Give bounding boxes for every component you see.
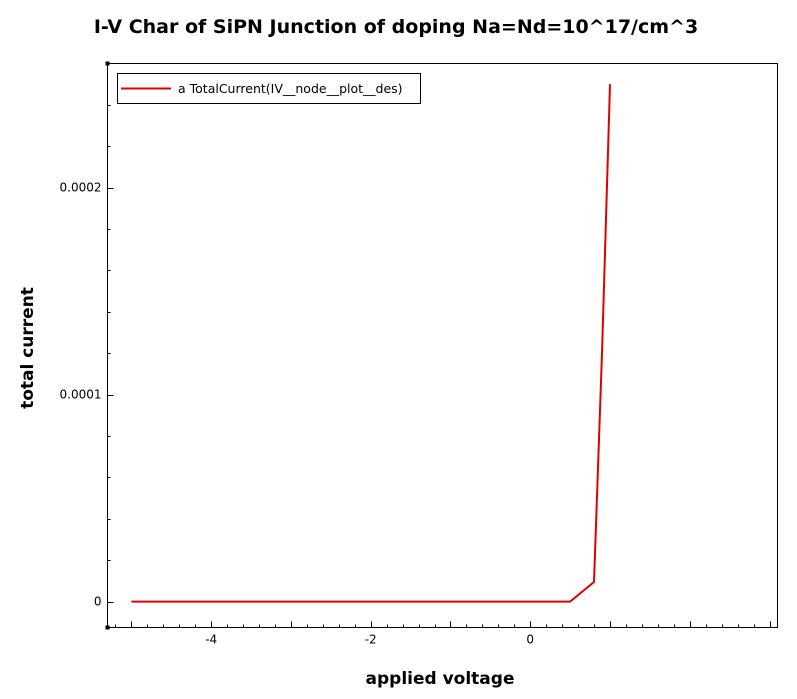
y-tick-label: 0.0002 <box>60 181 102 195</box>
plot-area <box>107 63 778 628</box>
chart-title: I-V Char of SiPN Junction of doping Na=N… <box>94 16 698 38</box>
x-axis-label: applied voltage <box>366 669 515 689</box>
frame-corner-marker <box>105 61 110 66</box>
y-tick-label: 0.0001 <box>60 388 102 402</box>
x-axis: -4 -2 0 <box>115 621 771 647</box>
y-axis-label: total current <box>18 287 38 409</box>
x-tick-label: -2 <box>365 633 377 647</box>
x-tick-label: -4 <box>205 633 217 647</box>
legend-label: a TotalCurrent(IV__node__plot__des) <box>178 81 403 96</box>
series-layer <box>131 84 611 603</box>
legend: a TotalCurrent(IV__node__plot__des) <box>117 73 421 104</box>
y-tick-label: 0 <box>94 595 102 609</box>
frame-corner-marker <box>105 625 110 630</box>
x-tick-label: 0 <box>526 633 534 647</box>
series-line <box>131 84 611 603</box>
y-axis: 0 0.0001 0.0002 <box>60 61 114 630</box>
